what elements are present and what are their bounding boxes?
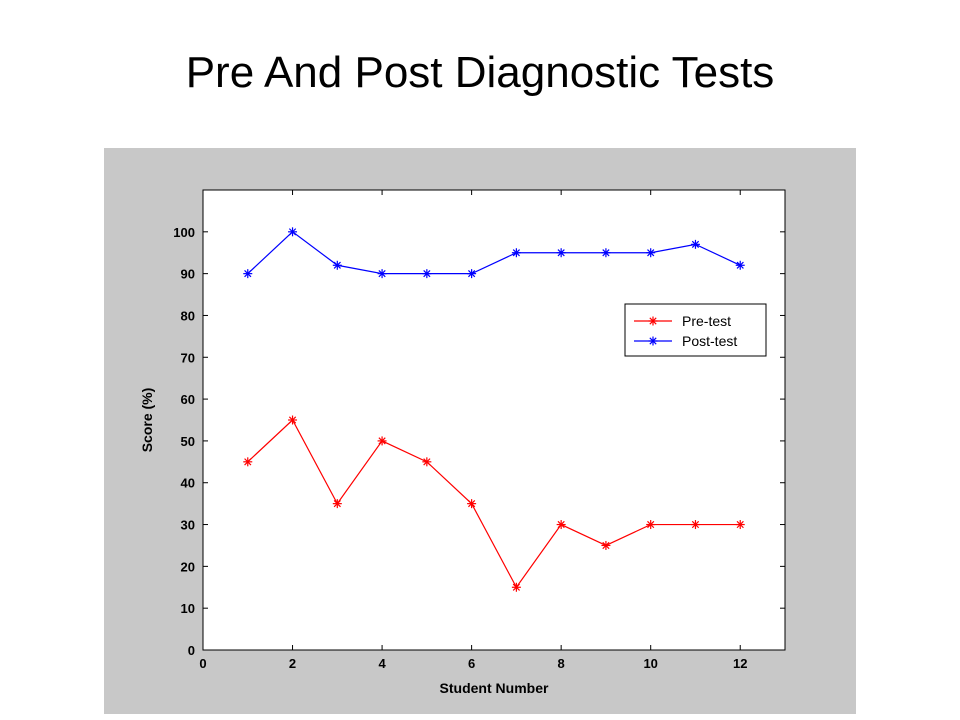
legend-entry-pre-test: Pre-test — [634, 313, 731, 329]
y-tick-label: 70 — [181, 350, 195, 365]
post-test-point — [556, 248, 566, 258]
legend-label: Post-test — [682, 333, 737, 349]
x-tick-label: 6 — [468, 656, 475, 671]
slide-title: Pre And Post Diagnostic Tests — [185, 48, 775, 97]
pre-test-point — [288, 415, 298, 425]
x-axis-label: Student Number — [440, 680, 549, 696]
legend-entry-post-test: Post-test — [634, 333, 737, 349]
legend-box — [624, 303, 767, 357]
x-tick-label: 0 — [199, 656, 206, 671]
post-test-point — [511, 248, 521, 258]
figure-panel: 0 2 4 6 8 10 12 0 10 20 30 40 50 60 70 80 90 100 Student … — [104, 148, 856, 714]
post-test-point — [422, 269, 432, 279]
x-tick-label: 12 — [733, 656, 747, 671]
y-tick-label: 0 — [188, 643, 195, 658]
pre-test-point — [377, 436, 387, 446]
y-tick-label: 30 — [181, 518, 195, 533]
x-tick-label: 10 — [643, 656, 657, 671]
legend-marker — [648, 336, 658, 346]
pre-test-point — [601, 540, 611, 550]
pre-test-point — [735, 520, 745, 530]
post-test-point — [467, 269, 477, 279]
y-tick-label: 90 — [181, 267, 195, 282]
pre-test-point — [690, 520, 700, 530]
legend-label: Pre-test — [682, 313, 731, 329]
post-test-point — [690, 239, 700, 249]
x-tick-label: 4 — [378, 656, 386, 671]
line-chart: 0 2 4 6 8 10 12 0 10 20 30 40 50 60 70 80 90 100 Student … — [139, 189, 786, 696]
post-test-point — [288, 227, 298, 237]
pre-test-point — [511, 582, 521, 592]
y-tick-label: 50 — [181, 434, 195, 449]
x-tick-label: 8 — [558, 656, 565, 671]
series-pre-test — [243, 415, 745, 592]
pre-test-line — [247, 419, 741, 589]
x-tick-label: 2 — [289, 656, 296, 671]
pre-test-point — [422, 457, 432, 467]
y-tick-label: 10 — [181, 601, 195, 616]
pre-test-point — [243, 457, 253, 467]
post-test-point — [243, 269, 253, 279]
pre-test-point — [646, 520, 656, 530]
post-test-line — [247, 231, 741, 275]
y-tick-label: 20 — [181, 559, 195, 574]
pre-test-point — [556, 520, 566, 530]
y-axis-label: Score (%) — [139, 388, 155, 453]
series-post-test — [243, 227, 745, 279]
y-tick-label: 40 — [181, 476, 195, 491]
legend: Pre-test Post-test — [624, 303, 767, 357]
pre-test-point — [332, 499, 342, 509]
pre-test-point — [467, 499, 477, 509]
post-test-point — [735, 260, 745, 270]
plot-area — [202, 189, 786, 651]
y-tick-label: 60 — [181, 392, 195, 407]
legend-marker — [648, 316, 658, 326]
y-tick-label: 80 — [181, 308, 195, 323]
post-test-point — [646, 248, 656, 258]
post-test-point — [601, 248, 611, 258]
y-tick-label: 100 — [173, 225, 195, 240]
post-test-point — [377, 269, 387, 279]
post-test-point — [332, 260, 342, 270]
